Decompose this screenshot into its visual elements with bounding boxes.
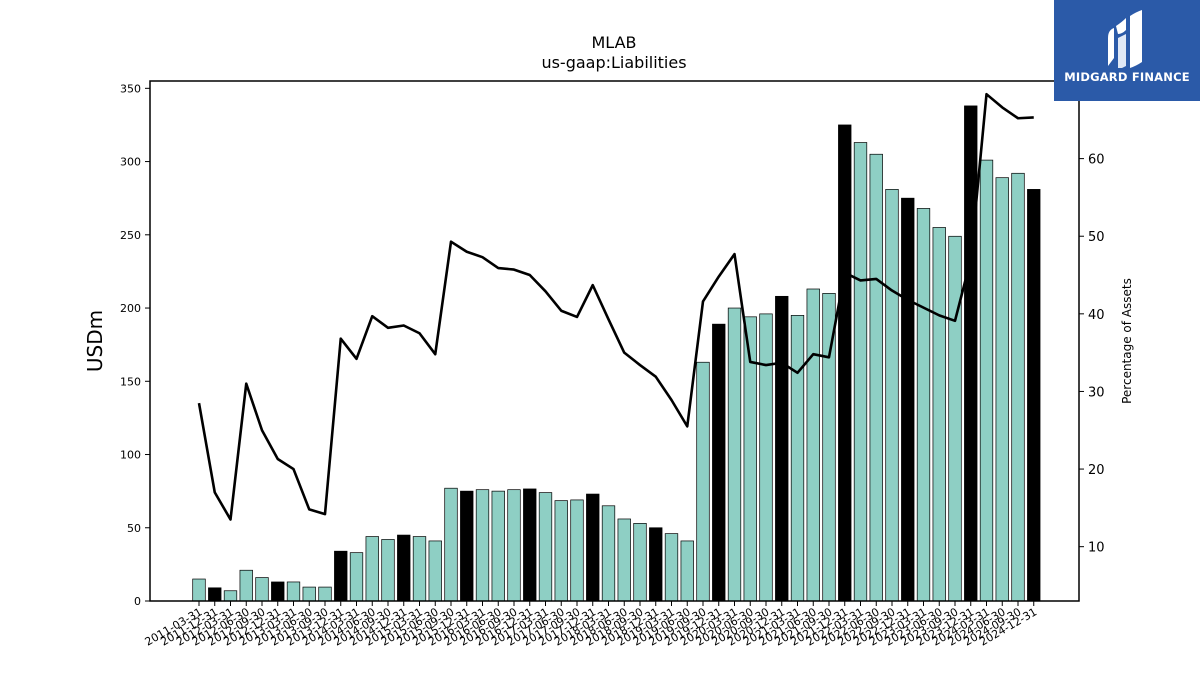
y2-tick-label: 40 [1088, 308, 1105, 323]
y2-tick-label: 60 [1088, 153, 1105, 168]
y-tick-label: 350 [120, 82, 141, 95]
bar-2011-12-31 [208, 587, 222, 602]
y2-tick-label: 50 [1088, 230, 1105, 245]
bar-2016-03-31 [475, 489, 490, 602]
chart-subtitle: us-gaap:Liabilities [541, 53, 686, 72]
bar-2023-12-31 [964, 105, 978, 602]
bar-2017-03-31 [538, 492, 553, 602]
bar-2013-09-30 [318, 586, 332, 602]
bar-2017-12-31 [586, 493, 600, 602]
bar-2024-03-31 [979, 159, 994, 602]
bar-2015-09-30 [444, 487, 458, 602]
bar-2024-06-30 [995, 177, 1009, 602]
bar-2012-06-30 [239, 569, 253, 602]
bar-2022-06-30 [869, 153, 883, 602]
bar-2019-09-30 [696, 361, 710, 602]
bar-2017-06-30 [554, 500, 568, 602]
bar-2016-06-30 [491, 490, 505, 602]
logo: MIDGARD FINANCE [1054, 0, 1200, 101]
bar-2016-12-31 [523, 488, 537, 602]
bar-2019-12-31 [712, 323, 726, 602]
chart-title: MLAB [591, 33, 636, 52]
bar-2023-06-30 [932, 227, 946, 602]
y-tick-label: 300 [120, 156, 141, 169]
bar-2023-03-31 [916, 208, 931, 602]
bar-2023-09-30 [948, 235, 962, 602]
bar-2018-09-30 [633, 523, 647, 602]
y2-tick-label: 20 [1088, 463, 1105, 478]
bar-2019-06-30 [680, 540, 694, 602]
bar-2013-12-31 [334, 550, 348, 602]
bar-2018-03-31 [601, 505, 616, 602]
axes-layer: 0501001502002503003501020304050602011-03… [120, 82, 1105, 648]
y2-tick-label: 10 [1088, 541, 1105, 556]
bar-2013-06-30 [302, 586, 316, 602]
line-layer [197, 92, 1034, 521]
y-tick-label: 100 [120, 449, 141, 462]
bar-2012-12-31 [271, 581, 285, 602]
percentage-line [197, 92, 1034, 521]
bar-2019-03-31 [664, 533, 679, 602]
y-tick-label: 200 [120, 302, 141, 315]
bar-2021-03-31 [790, 315, 805, 602]
bar-2014-06-30 [365, 536, 379, 602]
bar-2020-03-31 [727, 307, 742, 602]
bar-2011-03-31 [192, 578, 206, 602]
bar-2015-12-31 [460, 490, 474, 602]
bar-2024-12-31 [1027, 189, 1041, 602]
bar-2020-09-30 [759, 313, 773, 602]
bar-2014-09-30 [381, 539, 395, 602]
bar-2012-09-30 [255, 577, 269, 602]
y-tick-label: 50 [127, 522, 141, 535]
bar-2015-03-31 [412, 536, 427, 602]
bar-2017-09-30 [570, 499, 584, 602]
bar-2018-12-31 [649, 527, 663, 602]
bar-2012-03-31 [223, 590, 238, 602]
bar-2016-09-30 [507, 489, 521, 602]
logo-mark-icon [1108, 10, 1142, 68]
y-tick-label: 150 [120, 375, 141, 388]
bar-2014-03-31 [349, 552, 364, 602]
bar-2020-12-31 [775, 295, 789, 602]
y-axis-label: USDm [83, 310, 107, 372]
bar-2024-09-30 [1011, 172, 1025, 602]
bar-2022-12-31 [901, 197, 915, 602]
bar-2022-03-31 [853, 142, 868, 602]
y-tick-label: 250 [120, 229, 141, 242]
logo-text: MIDGARD FINANCE [1064, 70, 1190, 84]
bar-2022-09-30 [885, 189, 899, 602]
bars-layer [192, 105, 1041, 602]
bar-2015-06-30 [428, 540, 442, 602]
plot-frame [149, 80, 1080, 602]
secondary-axis-label: Percentage of Assets [1120, 278, 1134, 404]
bar-2021-12-31 [838, 124, 852, 602]
bar-2014-12-31 [397, 534, 411, 602]
bar-2013-03-31 [286, 581, 301, 602]
bar-2018-06-30 [617, 518, 631, 602]
bar-2021-06-30 [806, 288, 820, 602]
y2-tick-label: 30 [1088, 385, 1105, 400]
y-tick-label: 0 [134, 595, 141, 608]
